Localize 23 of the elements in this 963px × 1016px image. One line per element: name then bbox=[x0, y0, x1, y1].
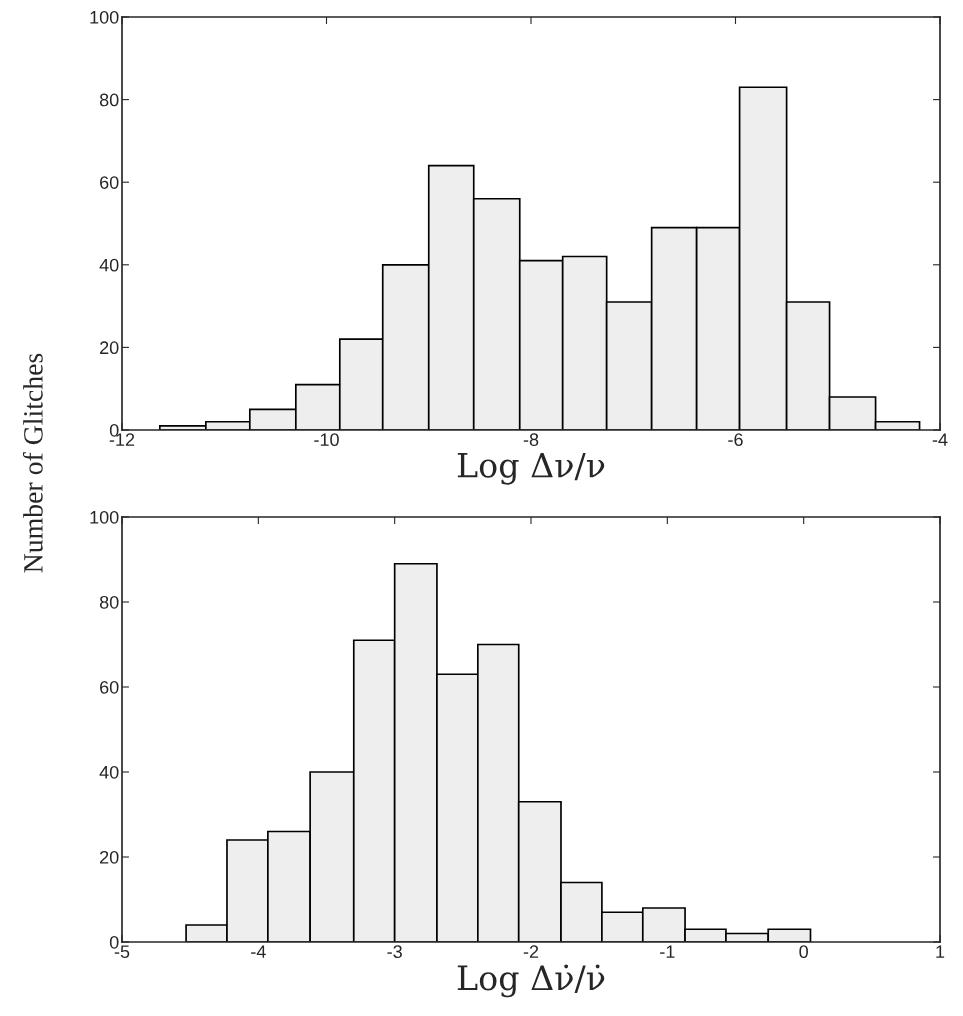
x-tick-label: -4 bbox=[932, 433, 948, 446]
x-tick-label: -6 bbox=[728, 433, 743, 447]
y-tick-label: 60 bbox=[100, 176, 119, 189]
y-tick-label: 100 bbox=[90, 10, 119, 24]
y-tick-label: 20 bbox=[100, 341, 119, 355]
x-axis-title: Log Δν/ν bbox=[457, 452, 605, 485]
y-tick-label: 100 bbox=[90, 510, 119, 524]
x-tick-label: -10 bbox=[314, 433, 339, 447]
y-tick-label: 80 bbox=[99, 93, 119, 107]
x-tick-label: 0 bbox=[799, 945, 808, 959]
x-tick-label: -8 bbox=[523, 433, 539, 447]
x-tick-label: 1 bbox=[936, 945, 945, 958]
x-tick-label: -4 bbox=[251, 945, 266, 958]
x-tick-label: -3 bbox=[387, 945, 402, 959]
y-tick-label: 20 bbox=[100, 850, 119, 864]
y-tick-label: 40 bbox=[99, 258, 119, 272]
y-axis-title: Number of Glitches bbox=[22, 353, 43, 573]
y-tick-label: 60 bbox=[100, 680, 119, 694]
x-tick-label: -2 bbox=[523, 945, 539, 958]
x-axis-title: Log Δν̇/ν̇ bbox=[457, 964, 605, 998]
x-tick-label: -1 bbox=[660, 945, 675, 958]
y-tick-label: 80 bbox=[99, 595, 119, 609]
y-tick-label: 40 bbox=[99, 765, 119, 779]
